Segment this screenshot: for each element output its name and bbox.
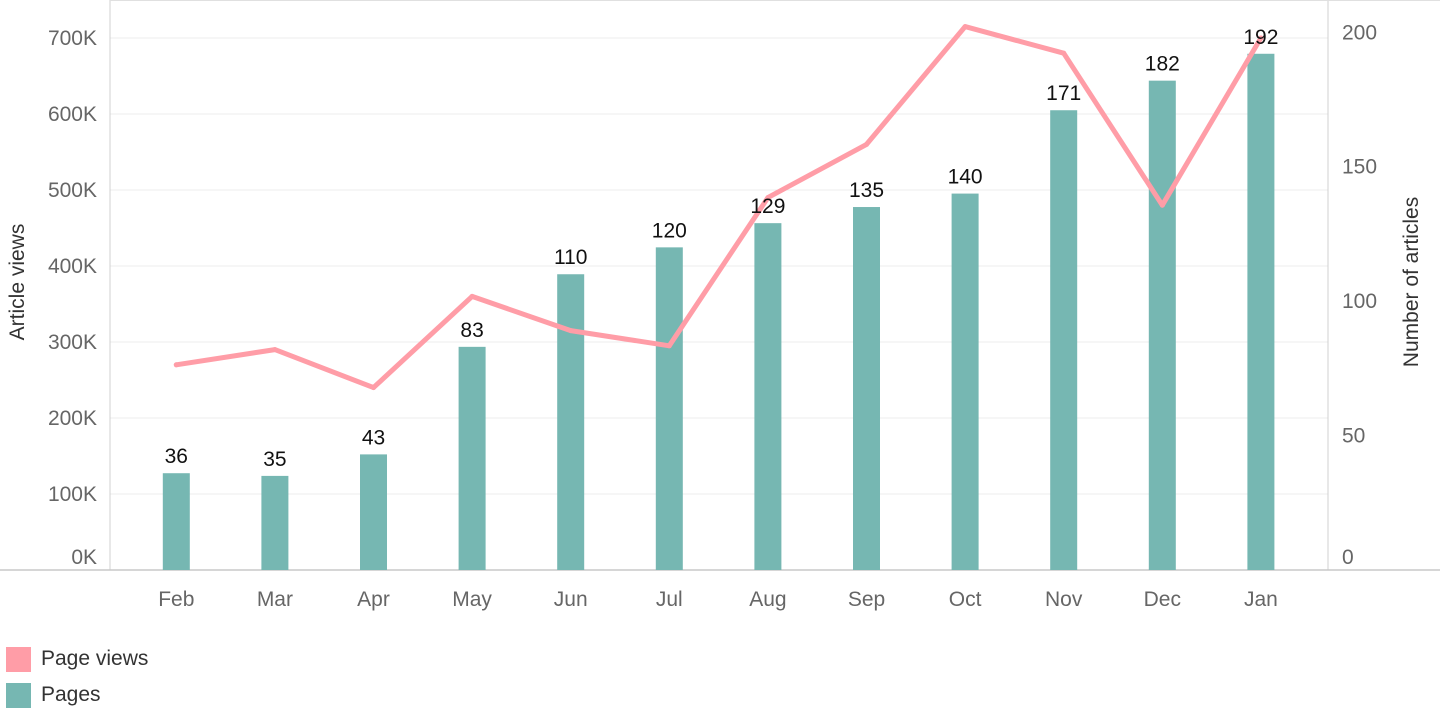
x-tick-label: Dec xyxy=(1144,588,1181,611)
y-left-tick-label: 500K xyxy=(48,179,97,202)
y-right-tick-label: 0 xyxy=(1342,546,1354,569)
bar-data-label: 43 xyxy=(362,426,385,449)
bar[interactable] xyxy=(458,346,486,570)
legend-swatch-pages xyxy=(6,682,31,708)
bar-data-label: 182 xyxy=(1145,53,1180,76)
line-series xyxy=(173,24,1264,391)
bar[interactable] xyxy=(162,473,190,570)
y-right-tick-label: 100 xyxy=(1342,290,1377,313)
line-point[interactable] xyxy=(962,24,968,30)
line-point[interactable] xyxy=(1061,50,1067,56)
legend-item-page-views[interactable]: Page views xyxy=(6,646,148,672)
legend-item-pages[interactable]: Pages xyxy=(6,682,148,708)
bar[interactable] xyxy=(261,475,289,570)
axes: 0K 100K 200K 300K 400K 500K 600K 700K 0 50 100 150 2… xyxy=(0,0,1440,611)
bar[interactable] xyxy=(1247,53,1275,571)
y-right-tick-label: 150 xyxy=(1342,156,1377,179)
legend-label-pages: Pages xyxy=(41,683,101,706)
x-tick-label: Jun xyxy=(554,588,588,611)
x-tick-label: May xyxy=(452,588,492,611)
y-left-tick-label: 200K xyxy=(48,407,97,430)
legend-label-page-views: Page views xyxy=(41,647,149,670)
bar[interactable] xyxy=(1148,80,1176,571)
legend-swatch-page-views xyxy=(6,646,31,672)
y-left-tick-label: 0K xyxy=(71,546,97,569)
x-tick-label: Nov xyxy=(1045,588,1083,611)
bar[interactable] xyxy=(360,454,387,570)
line-page-views[interactable] xyxy=(173,24,1264,391)
x-tick-label: Jan xyxy=(1244,588,1278,611)
line-point[interactable] xyxy=(1258,35,1264,41)
y-left-tick-label: 100K xyxy=(48,483,97,506)
line-point[interactable] xyxy=(469,293,475,299)
bar-data-label: 35 xyxy=(263,448,286,471)
bar[interactable] xyxy=(655,247,683,570)
bars-series xyxy=(162,53,1275,571)
y-left-tick-label: 700K xyxy=(48,27,97,50)
line-point[interactable] xyxy=(864,141,869,147)
line-point[interactable] xyxy=(371,385,376,391)
y-right-tick-label: 50 xyxy=(1342,425,1365,448)
x-tick-label: Aug xyxy=(749,588,786,611)
bar[interactable] xyxy=(754,223,782,570)
y-left-tick-label: 300K xyxy=(48,331,97,354)
x-tick-label: Feb xyxy=(158,588,194,611)
bar[interactable] xyxy=(1050,110,1078,571)
bar[interactable] xyxy=(557,274,585,570)
legend: Page views Pages xyxy=(6,646,148,718)
bar-data-label: 171 xyxy=(1046,82,1081,105)
line-point[interactable] xyxy=(1159,202,1165,208)
bar-data-label: 36 xyxy=(165,445,188,468)
combo-chart: 0K 100K 200K 300K 400K 500K 600K 700K 0 50 100 150 2… xyxy=(0,0,1440,611)
line-point[interactable] xyxy=(272,347,278,353)
x-tick-label: Sep xyxy=(848,588,885,611)
y-left-tick-label: 600K xyxy=(48,103,97,126)
y-axis-left-title: Article views xyxy=(6,224,29,341)
bar-data-label: 140 xyxy=(948,166,983,189)
y-left-tick-label: 400K xyxy=(48,255,97,278)
x-tick-label: Oct xyxy=(949,588,982,611)
line-point[interactable] xyxy=(765,195,771,201)
bar-data-label: 129 xyxy=(750,195,785,218)
bar[interactable] xyxy=(951,193,979,570)
x-tick-label: Apr xyxy=(357,588,390,611)
bar-data-label: 120 xyxy=(652,219,687,242)
y-axis-right-title: Number of articles xyxy=(1400,197,1423,367)
x-tick-label: Jul xyxy=(656,588,683,611)
data-labels: 36 35 43 83 110 120 129 135 140 171 182 192 xyxy=(165,26,1279,471)
bar-data-label: 110 xyxy=(554,246,587,269)
bar-data-label: 83 xyxy=(460,319,483,342)
y-right-tick-label: 200 xyxy=(1342,21,1377,44)
line-point[interactable] xyxy=(666,343,672,349)
line-point[interactable] xyxy=(568,328,574,334)
bar-data-label: 192 xyxy=(1243,26,1278,49)
bar-data-label: 135 xyxy=(849,179,884,202)
bar[interactable] xyxy=(853,207,880,570)
gridlines xyxy=(110,37,1328,495)
line-point[interactable] xyxy=(173,362,179,368)
x-tick-label: Mar xyxy=(257,588,293,611)
